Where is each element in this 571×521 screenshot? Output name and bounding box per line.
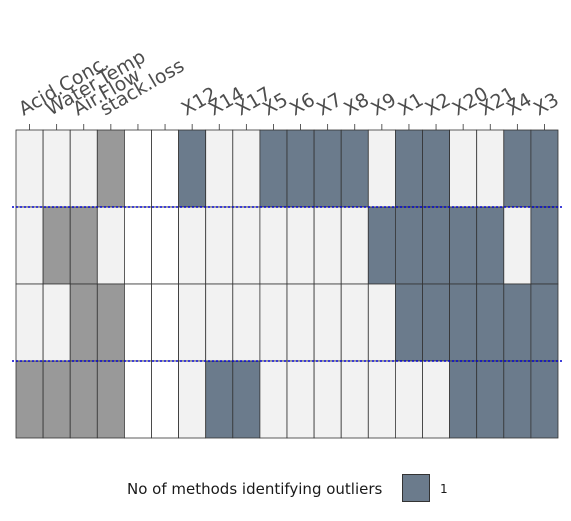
heatmap-cell-r1-c2 (42, 129, 71, 208)
heatmap-cell-r1-c16 (422, 129, 451, 208)
heatmap-cell-r1-c8 (205, 129, 234, 208)
heatmap-cell-r1-c9 (232, 129, 261, 208)
heatmap-cell-r2-c16 (422, 206, 451, 285)
heatmap-cell-r2-c7 (178, 206, 207, 285)
heatmap-cell-r2-c12 (313, 206, 342, 285)
legend-value: 1 (440, 482, 448, 496)
heatmap-cell-r2-c15 (394, 206, 423, 285)
heatmap-cell-r2-c5 (124, 206, 152, 285)
heatmap-cell-r2-c8 (205, 206, 234, 285)
heatmap-cell-r3-c16 (422, 283, 451, 362)
heatmap-cell-r4-c14 (367, 360, 396, 439)
heatmap-cell-r1-c10 (259, 129, 288, 208)
column-labels: Acid.Conc.Water.TempAir.Flowstack.lossX1… (15, 46, 563, 130)
heatmap-cell-r4-c7 (178, 360, 207, 439)
heatmap-cell-r3-c12 (313, 283, 342, 362)
heatmap-cell-r4-c17 (449, 360, 478, 439)
heatmap-cell-r2-c18 (476, 206, 505, 285)
heatmap-cell-r4-c16 (422, 360, 451, 439)
heatmap-cell-r1-c18 (476, 129, 505, 208)
legend-title: No of methods identifying outliers (127, 480, 383, 498)
heatmap-cell-r3-c13 (340, 283, 369, 362)
heatmap-cell-r3-c7 (178, 283, 207, 362)
heatmap-cell-r1-c19 (503, 129, 532, 208)
heatmap-cell-r4-c20 (530, 360, 559, 439)
heatmap-cell-r4-c18 (476, 360, 505, 439)
heatmap-cell-r4-c3 (69, 360, 98, 439)
heatmap-cell-r2-c10 (259, 206, 288, 285)
heatmap-cell-r1-c3 (69, 129, 98, 208)
heatmap-cell-r2-c19 (503, 206, 532, 285)
heatmap-cell-r1-c11 (286, 129, 315, 208)
heatmap-cell-r2-c17 (449, 206, 478, 285)
heatmap-cells (15, 129, 559, 439)
heatmap-cell-r3-c1 (15, 283, 44, 362)
heatmap-cell-r1-c1 (15, 129, 44, 208)
heatmap-cell-r2-c11 (286, 206, 315, 285)
heatmap-cell-r2-c20 (530, 206, 559, 285)
column-label-15: X1 (394, 89, 427, 121)
heatmap-cell-r4-c19 (503, 360, 532, 439)
heatmap-cell-r3-c10 (259, 283, 288, 362)
heatmap-cell-r3-c15 (394, 283, 423, 362)
heatmap-cell-r2-c13 (340, 206, 369, 285)
heatmap-cell-r2-c1 (15, 206, 44, 285)
heatmap-cell-r1-c17 (449, 129, 478, 208)
heatmap-cell-r3-c3 (69, 283, 98, 362)
heatmap-cell-r3-c9 (232, 283, 261, 362)
heatmap-cell-r3-c5 (124, 283, 152, 362)
heatmap-cell-r3-c11 (286, 283, 315, 362)
heatmap-cell-r1-c13 (340, 129, 369, 208)
heatmap-cell-r1-c20 (530, 129, 559, 208)
heatmap-cell-r3-c20 (530, 283, 559, 362)
heatmap-cell-r3-c4 (96, 283, 125, 362)
heatmap-cell-r1-c6 (151, 129, 180, 208)
heatmap-cell-r3-c6 (151, 283, 180, 362)
heatmap-cell-r2-c9 (232, 206, 261, 285)
column-label-12: X7 (313, 89, 346, 121)
heatmap-cell-r4-c13 (340, 360, 369, 439)
heatmap-cell-r4-c9 (232, 360, 261, 439)
legend-key (402, 474, 430, 502)
heatmap-cell-r3-c17 (449, 283, 478, 362)
heatmap-cell-r2-c4 (96, 206, 125, 285)
heatmap-cell-r2-c3 (69, 206, 98, 285)
heatmap-cell-r2-c6 (151, 206, 180, 285)
heatmap-cell-r2-c14 (367, 206, 396, 285)
heatmap-cell-r4-c6 (151, 360, 180, 439)
heatmap-cell-r1-c4 (96, 129, 125, 208)
heatmap-cell-r1-c12 (313, 129, 342, 208)
heatmap-cell-r3-c8 (205, 283, 234, 362)
heatmap-cell-r3-c2 (42, 283, 71, 362)
heatmap-cell-r4-c10 (259, 360, 288, 439)
heatmap-cell-r1-c5 (124, 129, 152, 208)
heatmap-cell-r4-c2 (42, 360, 71, 439)
heatmap-cell-r4-c8 (205, 360, 234, 439)
heatmap-cell-r4-c5 (124, 360, 152, 439)
column-label-20: X3 (530, 89, 563, 121)
heatmap-cell-r4-c1 (15, 360, 44, 439)
heatmap-cell-r4-c4 (96, 360, 125, 439)
heatmap-cell-r3-c14 (367, 283, 396, 362)
heatmap-cell-r3-c19 (503, 283, 532, 362)
heatmap-cell-r1-c7 (178, 129, 207, 208)
heatmap-cell-r3-c18 (476, 283, 505, 362)
heatmap-cell-r1-c15 (394, 129, 423, 208)
heatmap-cell-r1-c14 (367, 129, 396, 208)
heatmap-cell-r2-c2 (42, 206, 71, 285)
heatmap-cell-r4-c12 (313, 360, 342, 439)
heatmap-cell-r4-c11 (286, 360, 315, 439)
heatmap-cell-r4-c15 (394, 360, 423, 439)
